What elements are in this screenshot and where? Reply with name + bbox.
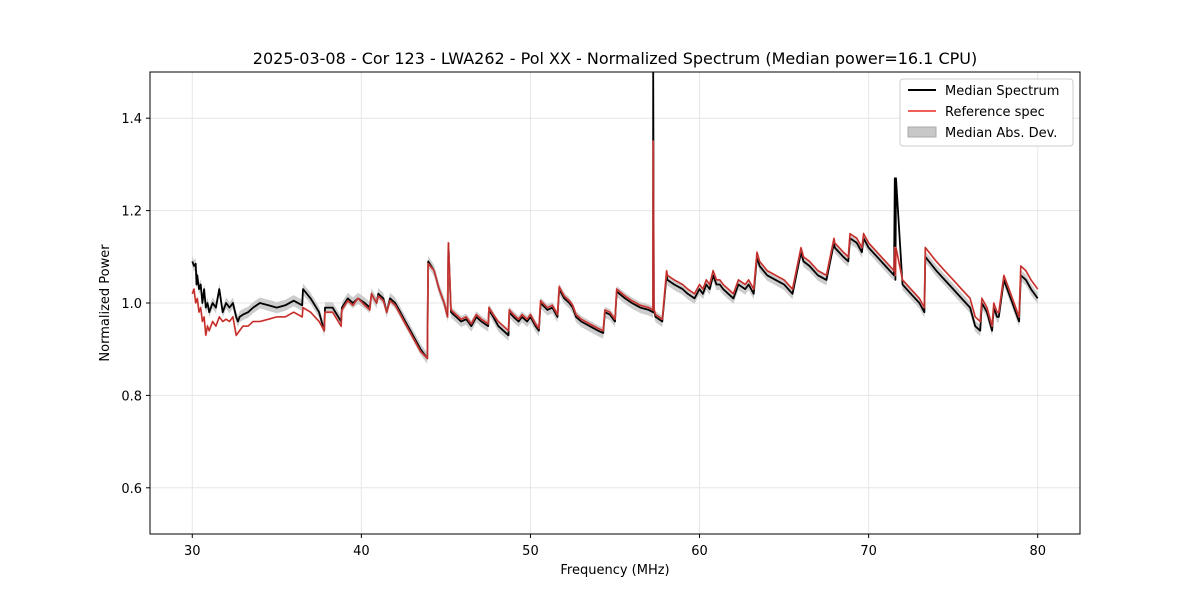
y-tick-label: 0.8 (121, 389, 142, 404)
legend-label-reference: Reference spec (945, 105, 1045, 120)
x-tick-label: 30 (184, 544, 201, 559)
legend: Median Spectrum Reference spec Median Ab… (899, 78, 1074, 147)
legend-label-mad: Median Abs. Dev. (945, 126, 1057, 141)
x-tick-label: 50 (522, 544, 539, 559)
x-tick-label: 70 (860, 544, 877, 559)
x-tick-label: 80 (1029, 544, 1046, 559)
y-tick-label: 0.6 (121, 482, 142, 497)
legend-box (899, 78, 1074, 147)
overlap-line (191, 141, 1039, 360)
legend-swatch-mad (907, 126, 937, 138)
legend-label-median: Median Spectrum (945, 84, 1059, 99)
y-tick-label: 1.4 (121, 112, 142, 127)
plot-area (191, 72, 1039, 364)
x-tick-label: 60 (691, 544, 708, 559)
y-tick-label: 1.0 (121, 297, 142, 312)
x-tick-label: 40 (353, 544, 370, 559)
x-axis: 30 40 50 60 70 80 (184, 534, 1046, 559)
y-axis-label: Normalized Power (98, 244, 113, 362)
chart-title: 2025-03-08 - Cor 123 - LWA262 - Pol XX -… (253, 49, 977, 68)
y-tick-label: 1.2 (121, 205, 142, 220)
y-axis: 0.6 0.8 1.0 1.2 1.4 (121, 112, 150, 497)
x-axis-label: Frequency (MHz) (560, 563, 669, 578)
